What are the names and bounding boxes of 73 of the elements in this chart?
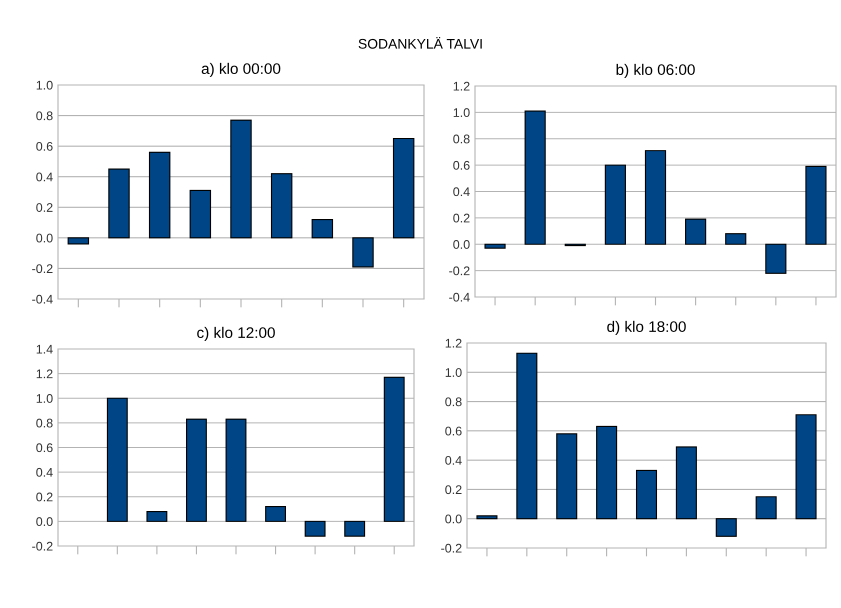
y-tick-label: -0.4: [32, 294, 53, 304]
bar: [146, 510, 168, 522]
y-tick-label: 1.0: [454, 108, 470, 118]
bar: [636, 470, 658, 520]
bar: [596, 426, 618, 520]
chart-title: b) klo 06:00: [616, 64, 695, 78]
bar: [644, 150, 666, 245]
y-tick-label: 1.2: [446, 338, 462, 348]
y-tick-label: 0.8: [453, 134, 470, 144]
bar: [725, 233, 746, 245]
bar: [190, 190, 212, 238]
bar: [716, 518, 737, 537]
y-tick-label: -0.4: [449, 292, 470, 302]
bar: [148, 152, 170, 238]
y-tick-label: 0.2: [36, 492, 53, 502]
bar: [106, 398, 128, 522]
y-tick-label: 0.0: [453, 240, 470, 249]
y-tick-label: -0.2: [32, 542, 53, 551]
y-tick-label: 1.2: [454, 82, 470, 91]
bar: [352, 237, 374, 268]
bar: [676, 446, 697, 520]
chart-title: a) klo 00:00: [202, 62, 280, 78]
y-tick-label: 0.0: [445, 514, 462, 524]
bar: [186, 418, 207, 522]
y-tick-label: 0.6: [453, 160, 470, 170]
bar: [384, 376, 405, 522]
bar: [304, 520, 326, 537]
y-tick-label: 0.6: [445, 426, 462, 436]
bar: [765, 244, 786, 274]
y-tick-label: 1.2: [36, 369, 53, 378]
y-tick-label: 0.8: [36, 111, 53, 120]
y-tick-label: 0.0: [36, 517, 53, 526]
bar: [108, 168, 130, 238]
bar: [604, 164, 626, 245]
y-tick-label: 0.4: [36, 172, 53, 182]
text: SODANKYLÄ TALVI: [358, 36, 482, 49]
y-tick-label: 1.0: [446, 368, 462, 377]
bar: [68, 237, 90, 245]
y-tick-label: 0.2: [453, 214, 470, 223]
bar: [476, 515, 498, 520]
y-tick-label: 0.0: [36, 234, 53, 243]
y-tick-label: 0.2: [36, 203, 53, 212]
y-tick-label: 0.6: [36, 443, 53, 452]
y-tick-label: 0.4: [445, 456, 462, 465]
bar: [805, 166, 827, 245]
bar: [516, 352, 538, 520]
y-tick-label: -0.2: [32, 264, 53, 274]
bar: [392, 138, 414, 238]
bar: [230, 120, 252, 238]
y-tick-label: 0.4: [36, 468, 53, 477]
chart-title: d) klo 18:00: [607, 320, 686, 336]
y-tick-label: -0.2: [441, 544, 462, 553]
y-tick-label: 1.0: [36, 80, 53, 90]
y-tick-label: 0.6: [36, 142, 53, 151]
y-tick-label: 0.4: [453, 187, 470, 196]
y-tick-label: 0.8: [36, 418, 53, 428]
y-tick-label: 0.2: [445, 485, 462, 494]
bar: [344, 520, 366, 537]
bar: [226, 418, 246, 522]
bar: [796, 414, 817, 520]
y-tick-label: 1.0: [36, 394, 53, 403]
y-tick-label: 0.8: [445, 397, 462, 406]
bar: [685, 218, 706, 245]
bar: [270, 173, 292, 238]
bar: [312, 218, 334, 238]
bar: [756, 496, 777, 520]
bar: [484, 244, 506, 249]
bar: [265, 506, 286, 522]
y-tick-label: -0.2: [449, 266, 470, 276]
bar: [524, 110, 546, 245]
bar: [556, 433, 578, 520]
chart-title: c) klo 12:00: [197, 326, 275, 342]
y-tick-label: 1.4: [36, 344, 53, 354]
